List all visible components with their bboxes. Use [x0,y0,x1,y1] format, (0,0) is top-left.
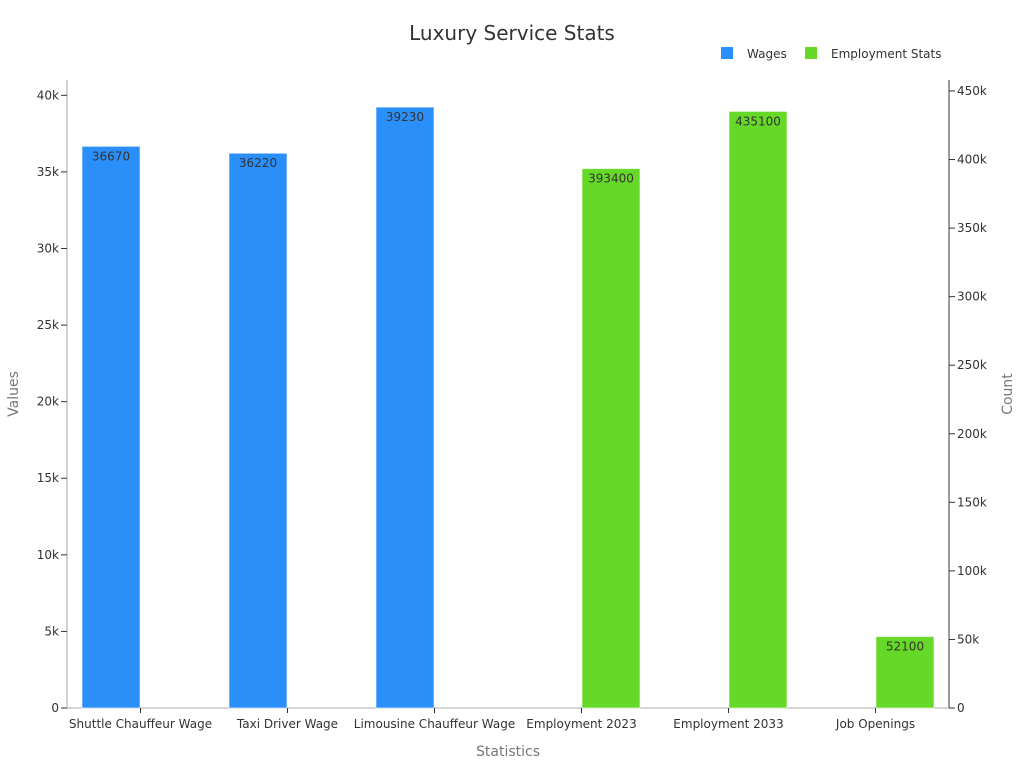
right-tick-label: 450k [957,84,987,98]
right-tick-label: 250k [957,358,987,372]
right-tick-label: 150k [957,495,987,509]
legend-label-wages: Wages [747,47,787,61]
right-tick-label: 100k [957,564,987,578]
bar-employment [728,110,788,709]
chart-title: Luxury Service Stats [409,21,615,45]
right-tick-label: 0 [957,701,965,715]
bar-employment [581,168,641,709]
bar-data-label: 39230 [386,110,424,124]
bar-employment [875,636,935,709]
axes [66,80,950,709]
right-tick-label: 200k [957,427,987,441]
x-tick-label: Employment 2033 [673,717,783,731]
x-tick-label: Employment 2023 [526,717,636,731]
bar-data-label: 36670 [92,149,130,163]
x-tick-label: Taxi Driver Wage [236,717,338,731]
bar-wages [81,145,141,709]
x-tick-label: Limousine Chauffeur Wage [354,717,515,731]
left-tick-label: 35k [37,165,59,179]
x-axis-title: Statistics [476,744,540,760]
left-tick-label: 10k [37,548,59,562]
right-axis-ticks: 0 50k 100k 150k 200k 250k 300k 350k 400k 450k [949,84,987,715]
right-tick-label: 400k [957,153,987,167]
right-tick-label: 350k [957,221,987,235]
y2-axis-title: Count [1000,373,1016,415]
left-tick-label: 5k [44,624,59,638]
legend-label-employment: Employment Stats [831,47,942,61]
y-axis-title: Values [6,371,22,417]
left-tick-label: 15k [37,471,59,485]
left-tick-label: 40k [37,88,59,102]
bar-data-label: 52100 [886,640,924,654]
legend-swatch-wages [721,47,733,59]
x-axis-ticks: Shuttle Chauffeur Wage Taxi Driver Wage Li… [69,708,915,731]
x-tick-label: Shuttle Chauffeur Wage [69,717,212,731]
right-tick-label: 300k [957,290,987,304]
x-tick-label: Job Openings [835,717,915,731]
bar-data-label: 393400 [588,172,634,186]
bar-data-label: 36220 [239,156,277,170]
left-tick-label: 25k [37,318,59,332]
bar-data-label: 435100 [735,114,781,128]
left-axis-ticks: 0 5k 10k 15k 20k 25k 30k 35k 40k [37,88,67,715]
right-tick-label: 50k [957,632,979,646]
bar-wages [375,106,435,709]
left-tick-label: 20k [37,395,59,409]
legend-swatch-employment [805,47,817,59]
left-tick-label: 30k [37,241,59,255]
bars [81,106,935,709]
bar-wages [228,152,288,709]
legend: Wages Employment Stats [721,47,942,61]
left-tick-label: 0 [51,701,59,715]
bar-labels: 36670 36220 39230 393400 435100 52100 [92,110,924,653]
